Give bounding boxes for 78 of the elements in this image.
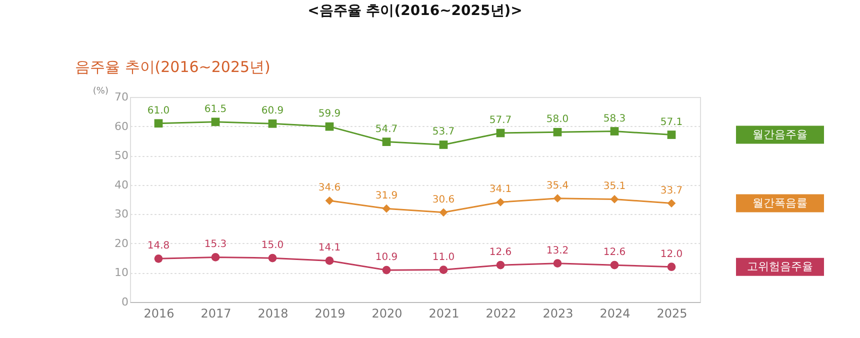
- data-label: 54.7: [375, 124, 398, 135]
- point: [382, 266, 391, 274]
- point: [268, 119, 277, 128]
- data-label: 12.6: [603, 247, 626, 258]
- data-label: 57.1: [660, 116, 683, 128]
- point: [496, 260, 505, 270]
- y-tick-label: 0: [122, 296, 128, 308]
- data-label: 13.2: [546, 245, 569, 256]
- point: [610, 127, 619, 136]
- y-tick-label: 40: [114, 178, 128, 192]
- data-label: 11.0: [432, 252, 455, 263]
- x-tick-label: 2016: [144, 306, 174, 320]
- x-tick-label: 2023: [542, 306, 574, 320]
- point: [496, 198, 505, 206]
- data-label: 31.9: [375, 190, 398, 202]
- data-label: 58.0: [546, 114, 569, 126]
- x-tick-label: 2018: [258, 306, 288, 320]
- point: [610, 195, 619, 204]
- point: [667, 199, 676, 208]
- x-tick-label: 2017: [200, 306, 232, 320]
- data-label: 12.6: [489, 247, 512, 258]
- point: [667, 130, 676, 139]
- x-tick-label: 2019: [314, 306, 346, 320]
- y-tick-label: 70: [114, 90, 128, 104]
- y-tick-label: 30: [114, 208, 128, 221]
- point: [154, 119, 163, 128]
- point: [268, 254, 277, 262]
- data-label: 33.7: [660, 185, 683, 196]
- point: [211, 118, 220, 126]
- data-label: 53.7: [432, 126, 455, 138]
- text: 월간음주율: [752, 128, 808, 141]
- data-label: 10.9: [375, 252, 398, 264]
- data-label: 57.7: [489, 115, 512, 126]
- y-tick-label: 20: [114, 236, 128, 250]
- data-label: 34.1: [489, 184, 512, 196]
- text: 고위험음주율: [747, 260, 813, 273]
- x-tick-label: 2024: [600, 306, 630, 320]
- point: [553, 128, 562, 136]
- y-tick-label: 10: [114, 266, 128, 280]
- point: [439, 140, 448, 149]
- x-tick-label: 2021: [428, 306, 460, 320]
- data-label: 58.3: [603, 113, 626, 124]
- point: [211, 253, 220, 262]
- data-label: 12.0: [660, 248, 683, 260]
- data-label: 60.9: [261, 106, 284, 117]
- point: [496, 128, 505, 138]
- data-label: 15.3: [204, 239, 227, 250]
- point: [610, 260, 619, 270]
- data-label: 59.9: [318, 108, 341, 120]
- point: [325, 196, 334, 205]
- data-label: 61.5: [204, 104, 227, 115]
- x-tick-label: 2025: [656, 306, 688, 320]
- point: [553, 194, 562, 203]
- chart-subtitle: 음주율 추이(2016~2025년): [75, 58, 270, 76]
- data-label: 35.4: [546, 180, 569, 192]
- data-label: 15.0: [261, 240, 284, 252]
- text: 월간폭음률: [752, 196, 808, 210]
- x-tick-label: 2020: [372, 306, 402, 320]
- point: [325, 256, 334, 265]
- data-label: 14.1: [318, 242, 341, 254]
- point: [154, 254, 163, 263]
- point: [439, 208, 448, 217]
- point: [667, 262, 676, 272]
- point: [553, 259, 562, 268]
- point: [382, 138, 391, 146]
- chart-title: <음주율 추이(2016~2025년)>: [308, 3, 522, 19]
- data-label: 34.6: [318, 182, 341, 194]
- point: [439, 266, 448, 274]
- data-label: 14.8: [147, 240, 170, 252]
- y-axis-title: (%): [92, 86, 108, 96]
- data-label: 35.1: [603, 181, 626, 192]
- point: [325, 122, 334, 131]
- x-tick-label: 2022: [486, 306, 516, 320]
- data-label: 30.6: [432, 194, 455, 206]
- y-tick-label: 60: [114, 120, 128, 133]
- point: [382, 204, 391, 213]
- y-tick-label: 50: [114, 149, 128, 162]
- data-label: 61.0: [147, 105, 170, 116]
